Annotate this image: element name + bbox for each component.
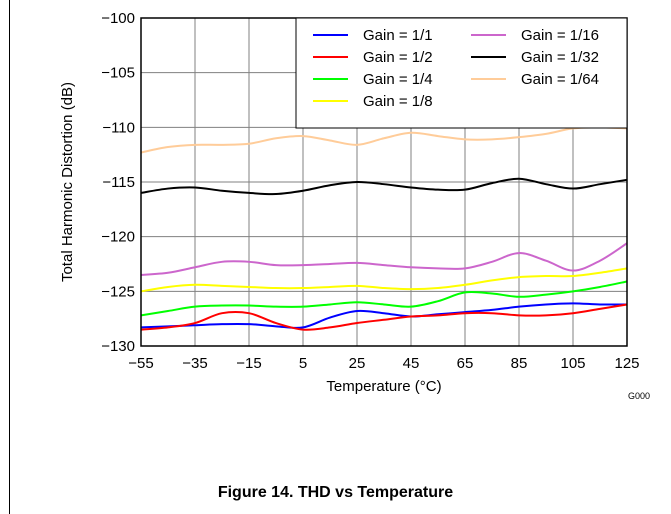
legend-label-3: Gain = 1/4 — [363, 71, 433, 88]
legend-label-2: Gain = 1/2 — [363, 49, 433, 66]
legend-label-4: Gain = 1/8 — [363, 93, 433, 110]
page-left-rule — [9, 0, 10, 514]
legend-label-5: Gain = 1/16 — [521, 27, 599, 44]
thd-vs-temperature-chart: −55 −35 −15 5 25 45 65 85 105 125 −100 −105 −110 −11… — [59, 10, 650, 401]
x-tick-label: 65 — [457, 355, 474, 372]
y-tick-label: −110 — [102, 119, 135, 136]
legend-label-1: Gain = 1/1 — [363, 27, 433, 44]
x-tick-label: 45 — [403, 355, 420, 372]
x-tick-label: 85 — [511, 355, 528, 372]
y-tick-labels: −100 −105 −110 −115 −120 −125 −130 — [101, 10, 135, 355]
x-tick-label: −35 — [182, 355, 207, 372]
x-tick-label: 5 — [299, 355, 307, 372]
y-tick-label: −130 — [101, 338, 135, 355]
x-tick-label: 25 — [349, 355, 366, 372]
legend-label-6: Gain = 1/32 — [521, 49, 599, 66]
legend-box — [295, 17, 628, 129]
x-tick-label: −15 — [236, 355, 261, 372]
x-tick-labels: −55 −35 −15 5 25 45 65 85 105 125 — [128, 355, 639, 372]
x-tick-label: −55 — [128, 355, 153, 372]
series-line-7 — [140, 126, 628, 154]
x-tick-label: 105 — [560, 355, 585, 372]
y-tick-label: −100 — [101, 10, 135, 27]
series-line-5 — [140, 242, 628, 276]
series-line-6 — [140, 177, 628, 196]
data-series — [140, 126, 628, 331]
legend: Gain = 1/1 Gain = 1/2 Gain = 1/4 Gain = 1/8… — [295, 17, 628, 129]
figure-caption: Figure 14. THD vs Temperature — [217, 484, 454, 501]
x-tick-label: 125 — [614, 355, 639, 372]
series-line-3 — [140, 280, 628, 317]
legend-label-7: Gain = 1/64 — [521, 71, 599, 88]
y-tick-label: −120 — [101, 229, 135, 246]
series-line-2 — [140, 303, 628, 331]
series-line-1 — [140, 302, 628, 329]
y-tick-label: −115 — [102, 174, 135, 191]
y-axis-label: Total Harmonic Distortion (dB) — [59, 82, 76, 282]
y-tick-label: −125 — [101, 283, 135, 300]
series-line-4 — [140, 267, 628, 293]
y-tick-label: −105 — [101, 65, 135, 82]
figure-code: G000 — [628, 391, 650, 401]
x-axis-label: Temperature (°C) — [326, 378, 441, 395]
